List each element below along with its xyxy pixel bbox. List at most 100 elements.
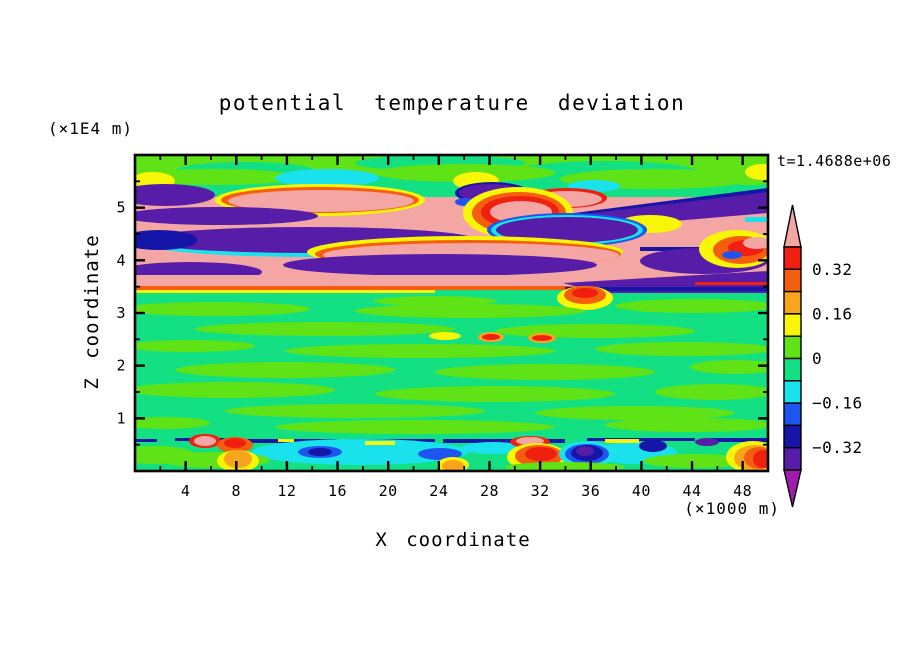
colorbar-segment-orange bbox=[783, 290, 802, 315]
contour-region-red bbox=[525, 447, 557, 461]
contour-region-indigo bbox=[695, 438, 719, 446]
x-tick-label: 16 bbox=[328, 482, 347, 500]
contour-region-red bbox=[753, 450, 768, 468]
contour-region-chartreuse bbox=[495, 324, 695, 338]
x-tick-label: 28 bbox=[480, 482, 499, 500]
contour-region-red bbox=[695, 282, 768, 285]
y-tick-label: 3 bbox=[116, 304, 126, 322]
contour-region-chartreuse bbox=[135, 302, 310, 316]
x-tick-label: 4 bbox=[181, 482, 191, 500]
colorbar-tick-label: −0.16 bbox=[812, 394, 863, 413]
contour-region-chartreuse bbox=[135, 417, 210, 429]
x-tick-label: 48 bbox=[733, 482, 752, 500]
contour-region-pink bbox=[743, 237, 768, 249]
x-tick-label: 20 bbox=[379, 482, 398, 500]
contour-region-pink bbox=[194, 436, 216, 446]
contour-region-chartreuse bbox=[175, 362, 395, 378]
contour-region-chartreuse bbox=[373, 296, 497, 306]
time-label: t=1.4688e+06 bbox=[777, 152, 891, 170]
contour-region-yellow bbox=[135, 290, 435, 293]
contour-region-chartreuse bbox=[135, 446, 195, 464]
colorbar-segment-blue bbox=[783, 402, 802, 427]
contour-region-chartreuse bbox=[195, 322, 455, 336]
contour-region-chartreuse bbox=[135, 340, 255, 352]
x-tick-label: 44 bbox=[683, 482, 702, 500]
contour-region-navy bbox=[135, 439, 157, 442]
contour-region-indigo bbox=[135, 207, 318, 225]
contour-region-chartreuse bbox=[435, 364, 655, 380]
contour-region-chartreuse bbox=[375, 164, 555, 182]
contour-region-chartreuse bbox=[535, 406, 735, 420]
colorbar-segment-yellow bbox=[783, 313, 802, 337]
contour-region-yellow bbox=[745, 164, 768, 180]
contour-region-indigo bbox=[135, 184, 215, 206]
colorbar-tick-label: 0.32 bbox=[812, 260, 853, 279]
y-tick-label: 5 bbox=[116, 199, 126, 217]
contour-region-chartreuse bbox=[605, 418, 768, 432]
colorbar-tick-label: −0.32 bbox=[812, 438, 863, 457]
x-tick-labels: 4 8 12 16 20 24 28 32 36 40 44 48 bbox=[181, 482, 752, 500]
x-tick-label: 40 bbox=[632, 482, 651, 500]
contour-region-orange bbox=[224, 450, 252, 468]
contour-region-yellow bbox=[278, 439, 294, 442]
y-tick-label: 2 bbox=[116, 357, 126, 375]
contour-region-cyan bbox=[461, 442, 525, 454]
colorbar-tick-label: 0.16 bbox=[812, 304, 853, 323]
x-axis-unit-label: (×1000 m) bbox=[684, 499, 780, 518]
contour-region-navy bbox=[443, 439, 565, 443]
contour-region-chartreuse bbox=[643, 454, 747, 468]
x-tick-label: 8 bbox=[232, 482, 242, 500]
contour-region-blue bbox=[418, 448, 462, 460]
contour-region-yellow bbox=[605, 439, 639, 443]
y-axis-title: Z coordinate bbox=[81, 234, 103, 389]
x-tick-label: 12 bbox=[277, 482, 296, 500]
contour-region-red bbox=[224, 438, 246, 448]
y-tick-labels: 1 2 3 4 5 bbox=[116, 199, 126, 428]
contour-region-red bbox=[532, 335, 552, 341]
contour-region-chartreuse bbox=[375, 386, 615, 402]
contour-region-yellow bbox=[365, 441, 395, 445]
contour-region-red bbox=[482, 334, 500, 340]
contour-region-pink bbox=[228, 190, 414, 212]
contour-region-yellow bbox=[429, 332, 461, 340]
contour-region-chartreuse bbox=[655, 384, 768, 400]
contour-region-navy bbox=[587, 438, 695, 441]
axis-ticks bbox=[135, 155, 768, 471]
y-tick-label: 4 bbox=[116, 251, 126, 269]
contour-region-navy bbox=[135, 230, 197, 250]
contour-region-chartreuse bbox=[690, 360, 768, 374]
colorbar: 0.32 0.16 0 −0.16 −0.32 bbox=[783, 204, 863, 508]
contour-region-cyan bbox=[252, 439, 468, 465]
contour-region-chartreuse bbox=[225, 404, 485, 418]
contour-layer bbox=[135, 155, 768, 471]
contour-region-navy bbox=[710, 438, 768, 442]
colorbar-segment-cyan bbox=[783, 380, 802, 404]
colorbar-arrow-top bbox=[783, 204, 802, 248]
contour-region-chartreuse bbox=[285, 344, 555, 358]
contour-region-blue bbox=[722, 251, 742, 259]
x-tick-label: 24 bbox=[429, 482, 448, 500]
plot-title: potential temperature deviation bbox=[219, 91, 685, 115]
contour-region-orange bbox=[442, 460, 464, 471]
contour-region-orangered bbox=[135, 286, 575, 290]
contour-region-navy bbox=[639, 440, 667, 452]
contour-region-chartreuse bbox=[275, 420, 555, 434]
plot-border bbox=[133, 153, 770, 473]
contour-region-indigo bbox=[283, 254, 597, 276]
contour-region-chartreuse bbox=[135, 382, 335, 398]
colorbar-arrow-bottom bbox=[783, 469, 802, 508]
contour-region-indigo bbox=[496, 217, 638, 243]
colorbar-segment-orangered bbox=[783, 268, 802, 293]
contour-region-chartreuse bbox=[135, 169, 300, 185]
contour-region-navy bbox=[565, 287, 768, 291]
contour-region-cyan bbox=[745, 217, 768, 222]
contour-region-cyan bbox=[275, 169, 379, 187]
colorbar-segment-indigo bbox=[783, 447, 802, 471]
colorbar-tick-label: 0 bbox=[812, 349, 822, 368]
x-tick-label: 32 bbox=[531, 482, 550, 500]
contour-region-navy bbox=[308, 448, 332, 456]
colorbar-segment-red bbox=[783, 246, 802, 270]
plot-area bbox=[133, 153, 770, 473]
contour-region-chartreuse bbox=[595, 342, 768, 356]
